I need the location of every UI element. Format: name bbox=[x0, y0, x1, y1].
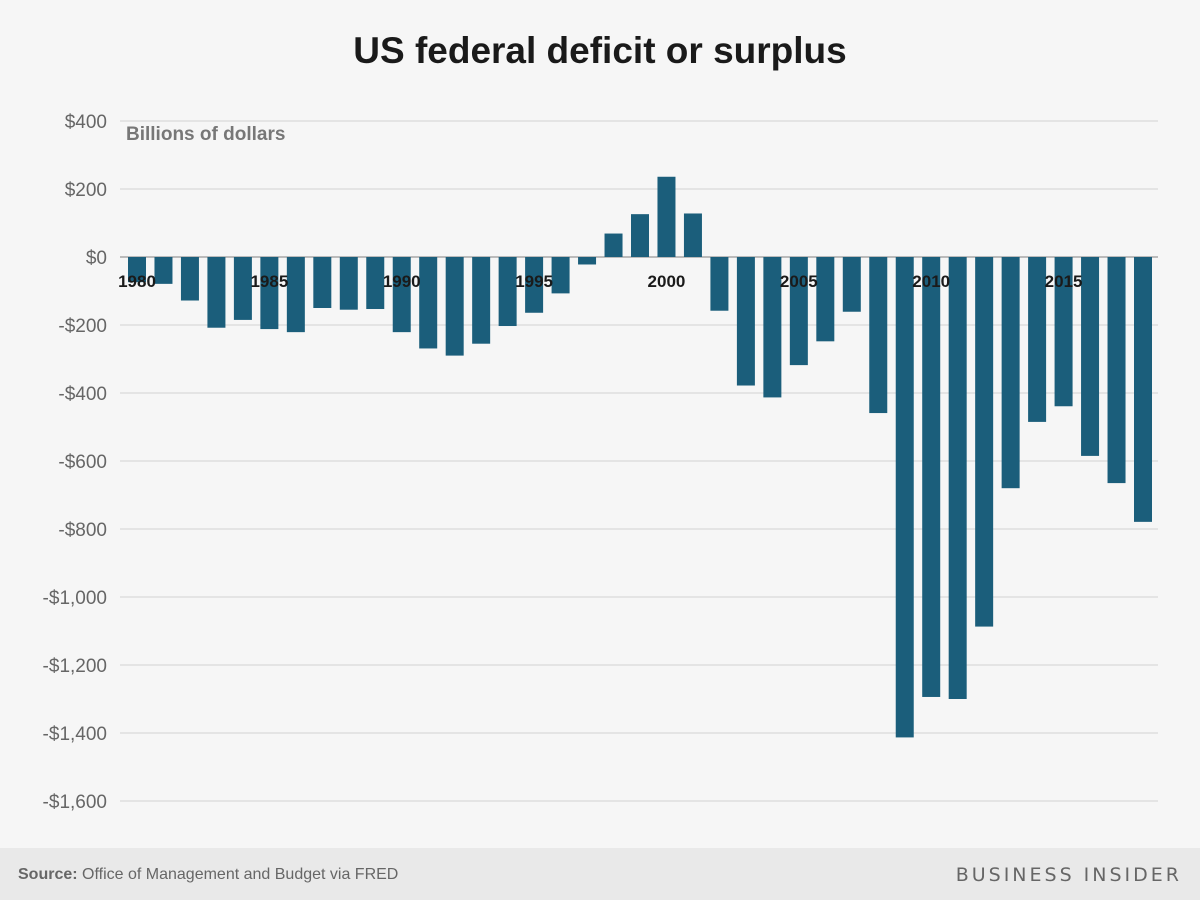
bar-1995 bbox=[525, 257, 544, 313]
bar-2002 bbox=[710, 257, 729, 311]
bar-2004 bbox=[763, 257, 782, 398]
bar-1980 bbox=[128, 257, 146, 283]
bar-2006 bbox=[816, 257, 835, 342]
bar-1991 bbox=[419, 257, 438, 349]
bar-1990 bbox=[392, 257, 411, 333]
bar-2013 bbox=[1001, 257, 1020, 489]
bar-2008 bbox=[869, 257, 888, 414]
bar-1999 bbox=[631, 214, 649, 257]
bar-1988 bbox=[339, 257, 358, 310]
x-tick-label: 2010 bbox=[912, 272, 950, 291]
brand-logo: BUSINESS INSIDER bbox=[955, 864, 1182, 886]
chart-title: US federal deficit or surplus bbox=[353, 30, 847, 71]
bar-1996 bbox=[551, 257, 570, 294]
bar-1992 bbox=[445, 257, 464, 356]
y-tick-label: -$1,200 bbox=[43, 656, 107, 677]
x-tick-label: 1985 bbox=[250, 272, 288, 291]
bar-1986 bbox=[286, 257, 305, 333]
bar-2001 bbox=[683, 213, 702, 257]
bar-2003 bbox=[736, 257, 755, 386]
bar-1981 bbox=[154, 257, 173, 284]
bar-1989 bbox=[366, 257, 385, 310]
bar-2014 bbox=[1028, 257, 1047, 422]
footer: Source: Office of Management and Budget … bbox=[0, 848, 1200, 900]
bar-1997 bbox=[578, 257, 597, 265]
y-tick-label: -$1,400 bbox=[43, 724, 107, 745]
y-tick-label: -$600 bbox=[58, 452, 107, 473]
y-tick-label: -$1,000 bbox=[43, 588, 107, 609]
bar-1993 bbox=[472, 257, 491, 344]
bar-2018 bbox=[1134, 257, 1152, 522]
source-note: Source: Office of Management and Budget … bbox=[18, 866, 398, 884]
bar-2011 bbox=[948, 257, 967, 699]
source-text: Office of Management and Budget via FRED bbox=[82, 866, 399, 883]
bar-1982 bbox=[180, 257, 199, 301]
y-tick-label: $400 bbox=[65, 112, 107, 133]
y-tick-label: -$200 bbox=[58, 316, 107, 337]
y-tick-label: -$1,600 bbox=[43, 792, 107, 813]
bar-1987 bbox=[313, 257, 332, 308]
x-tick-label: 1980 bbox=[118, 272, 156, 291]
bar-2017 bbox=[1107, 257, 1126, 484]
bar-2010 bbox=[922, 257, 941, 697]
bar-1983 bbox=[207, 257, 226, 328]
x-tick-label: 2000 bbox=[648, 272, 686, 291]
x-tick-label: 1995 bbox=[515, 272, 553, 291]
bar-chart: $400 $200 $0 -$200 -$400 -$600 -$800 -$1,000 -$1… bbox=[43, 112, 1158, 813]
bar-1985 bbox=[260, 257, 279, 330]
y-tick-label: $0 bbox=[86, 248, 107, 269]
bar-2000 bbox=[657, 176, 676, 257]
bar-2015 bbox=[1054, 257, 1073, 407]
y-axis-label: Billions of dollars bbox=[126, 124, 285, 145]
y-tick-label: $200 bbox=[65, 180, 107, 201]
bar-2009 bbox=[895, 257, 914, 738]
y-tick-label: -$400 bbox=[58, 384, 107, 405]
x-tick-label: 1990 bbox=[383, 272, 421, 291]
bar-1998 bbox=[604, 233, 623, 257]
x-tick-label: 2015 bbox=[1045, 272, 1083, 291]
bar-2007 bbox=[842, 257, 861, 312]
x-tick-label: 2005 bbox=[780, 272, 818, 291]
bar-1984 bbox=[233, 257, 252, 320]
bar-2012 bbox=[975, 257, 994, 627]
source-label: Source: bbox=[18, 866, 78, 883]
bar-2005 bbox=[789, 257, 808, 366]
bar-2016 bbox=[1081, 257, 1100, 456]
y-tick-label: -$800 bbox=[58, 520, 107, 541]
bar-1994 bbox=[498, 257, 517, 327]
